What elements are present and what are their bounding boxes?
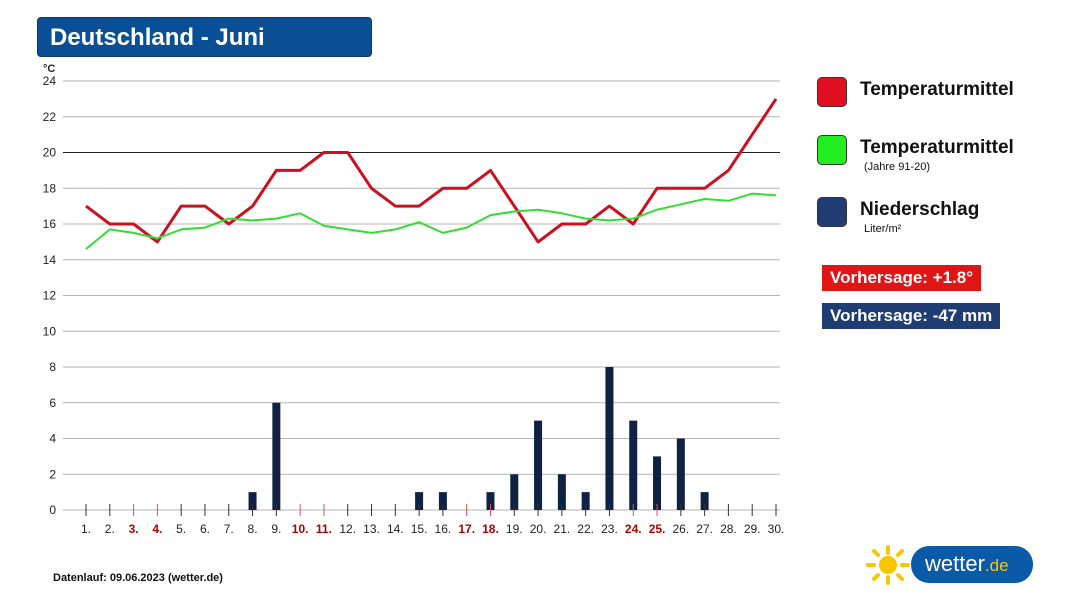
x-tick-label: 11. <box>316 522 332 536</box>
x-tick-label: 1. <box>81 522 91 536</box>
legend-label-precip: Niederschlag <box>860 199 980 220</box>
logo-pill: wetter.de <box>911 546 1033 583</box>
precip-bar <box>676 438 685 510</box>
y-tick-label: 8 <box>49 360 56 374</box>
y-tick-label: 22 <box>43 110 57 124</box>
x-tick-label: 15. <box>411 522 428 536</box>
x-axis: 1. 2. 3. 4. 5. 6. 7. 8. 9. 10. 11. 12. 13. 14. 15. 16. 1… <box>81 504 784 536</box>
precip-bar <box>438 492 447 510</box>
y-tick-label: 14 <box>43 253 57 267</box>
precip-bar <box>581 492 590 510</box>
logo-tld: .de <box>984 556 1009 575</box>
x-tick-label: 21. <box>554 522 571 536</box>
legend-label-temp: Temperaturmittel <box>860 79 1014 100</box>
x-tick-label: 17. <box>458 522 475 536</box>
x-tick-label: 6. <box>200 522 210 536</box>
precip-bar <box>510 474 519 510</box>
x-tick-label: 13. <box>363 522 380 536</box>
x-tick-label: 19. <box>506 522 523 536</box>
chart-grid <box>63 80 780 511</box>
x-tick-label: 20. <box>530 522 547 536</box>
logo-text: wetter <box>925 551 985 576</box>
x-tick-label: 8. <box>248 522 258 536</box>
x-tick-label: 5. <box>176 522 186 536</box>
x-tick-label: 7. <box>224 522 234 536</box>
legend-label-norm: Temperaturmittel <box>860 137 1014 158</box>
legend-swatch-temp <box>817 77 847 107</box>
precip-bar <box>248 492 257 510</box>
x-tick-label: 9. <box>271 522 281 536</box>
precip-bar <box>534 420 543 510</box>
temp-line <box>85 98 778 244</box>
title-banner: Deutschland - Juni <box>37 17 372 57</box>
x-tick-label: 29. <box>744 522 761 536</box>
precip-bar <box>605 367 614 510</box>
y-tick-label: 2 <box>49 467 56 481</box>
y-tick-label: 20 <box>43 146 57 160</box>
x-tick-label: 26. <box>672 522 689 536</box>
forecast-precip-badge: Vorhersage: -47 mm <box>822 303 1001 329</box>
footer-datenlauf: Datenlauf: 09.06.2023 (wetter.de) <box>53 572 223 584</box>
precip-bars <box>248 367 709 510</box>
precip-bar <box>557 474 566 510</box>
sun-icon <box>866 545 910 585</box>
legend-swatch-precip <box>817 197 847 227</box>
x-tick-label: 24. <box>625 522 642 536</box>
x-tick-label: 2. <box>105 522 115 536</box>
precip-bar <box>653 456 662 510</box>
y-tick-label: 12 <box>43 289 57 303</box>
precip-bar <box>415 492 424 510</box>
y-tick-label: 6 <box>49 396 56 410</box>
y-tick-label: 0 <box>49 503 56 517</box>
wetter-logo[interactable]: wetter.de <box>866 545 1036 585</box>
precip-bar <box>486 492 495 510</box>
x-tick-label: 28. <box>720 522 737 536</box>
y-tick-label: 18 <box>43 181 57 195</box>
y-tick-label: 16 <box>43 217 57 231</box>
x-tick-label: 27. <box>696 522 713 536</box>
temperature-lines <box>85 98 778 250</box>
y-tick-label: 24 <box>43 74 57 88</box>
legend-sub-norm: (Jahre 91-20) <box>864 161 931 173</box>
legend-swatch-norm <box>817 135 847 165</box>
x-tick-label: 4. <box>152 522 162 536</box>
x-tick-label: 14. <box>387 522 404 536</box>
page-title: Deutschland - Juni <box>50 24 265 51</box>
x-tick-label: 22. <box>577 522 594 536</box>
x-tick-label: 25. <box>649 522 666 536</box>
legend-sub-precip: Liter/m² <box>864 223 902 235</box>
x-tick-label: 16. <box>435 522 452 536</box>
precip-bar <box>700 492 709 510</box>
y-tick-label: 4 <box>49 432 56 446</box>
x-tick-label: 23. <box>601 522 618 536</box>
precip-bar <box>629 420 638 510</box>
x-tick-label: 30. <box>768 522 785 536</box>
y-tick-label: 10 <box>43 324 57 338</box>
precip-bar <box>272 402 281 510</box>
x-tick-label: 18. <box>482 522 499 536</box>
forecast-temp-badge: Vorhersage: +1.8° <box>822 265 982 291</box>
y-axis-unit: °C <box>43 63 55 75</box>
x-tick-label: 10. <box>292 522 309 536</box>
norm-line <box>85 192 777 250</box>
x-tick-label: 3. <box>129 522 139 536</box>
x-tick-label: 12. <box>339 522 356 536</box>
